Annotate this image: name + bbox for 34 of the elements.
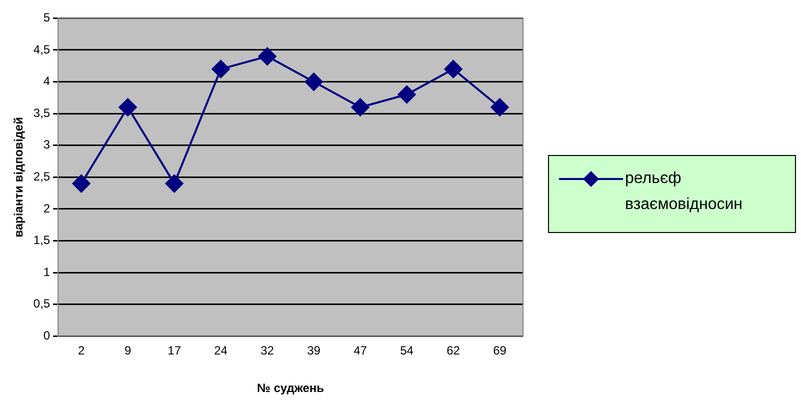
x-tick-label: 24 [214, 344, 228, 358]
point [304, 72, 323, 91]
point [351, 98, 370, 116]
y-tick-label: 1,5 [33, 233, 50, 248]
y-tick-label: 2,5 [33, 170, 50, 184]
point [72, 174, 90, 193]
legend-label: рельєф взаємовідносин [625, 169, 744, 215]
point [398, 86, 416, 104]
x-tick-label: 9 [124, 344, 132, 358]
x-tick-label: 62 [446, 344, 460, 358]
y-axis-title: варіанти відповідей [12, 117, 26, 238]
y-tick-label: 0,5 [33, 296, 50, 311]
x-tick-label: 47 [354, 344, 368, 358]
point [490, 98, 509, 116]
x-tick-label: 17 [168, 344, 182, 358]
point [212, 60, 230, 78]
x-tick-label: 69 [493, 344, 507, 358]
point [444, 60, 462, 78]
y-tick-label: 0 [43, 328, 50, 343]
x-tick-label: 39 [307, 344, 321, 358]
point [165, 174, 184, 193]
point [118, 98, 137, 116]
x-tick-label: 54 [400, 344, 414, 358]
y-tick-label: 1 [43, 264, 50, 279]
y-tick-label: 5 [43, 10, 50, 25]
x-tick-label: 2 [78, 344, 85, 358]
x-axis-title: № суджень [257, 381, 324, 396]
y-tick-label: 3,5 [33, 106, 50, 120]
point [258, 47, 276, 66]
y-tick-label: 4 [43, 74, 50, 88]
y-tick-label: 3 [43, 138, 50, 152]
y-tick-label: 2 [43, 201, 50, 216]
y-tick-label: 4,5 [33, 42, 50, 56]
x-tick-label: 32 [260, 344, 274, 358]
